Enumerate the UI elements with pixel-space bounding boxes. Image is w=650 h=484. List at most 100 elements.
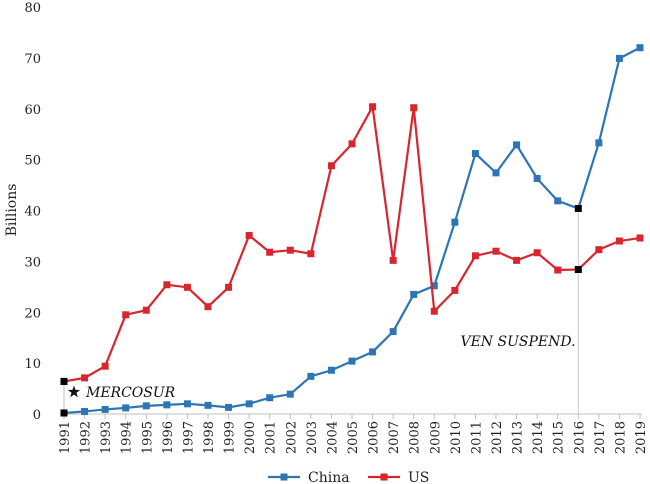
y-tick-label: 10 [24, 357, 41, 372]
data-point [410, 290, 418, 298]
data-point [492, 169, 500, 177]
data-point [225, 403, 233, 411]
data-point [245, 400, 253, 408]
x-tick-label: 2000 [243, 421, 258, 454]
data-point [348, 140, 356, 148]
data-point [307, 372, 315, 380]
data-point [471, 252, 479, 260]
data-point [513, 141, 521, 149]
data-point [266, 394, 274, 402]
y-axis-label: Billions [4, 184, 20, 237]
legend-swatch-marker [280, 473, 288, 481]
data-point [513, 256, 521, 264]
y-axis-ticks: 0 10 20 30 40 50 60 70 80 [24, 1, 41, 423]
data-point [451, 286, 459, 294]
data-point [163, 281, 171, 289]
x-tick-label: 2005 [346, 421, 361, 454]
data-point [471, 150, 479, 158]
data-point [266, 248, 274, 256]
annotation-ven-suspend: VEN SUSPEND. [460, 334, 575, 350]
data-point [348, 357, 356, 365]
x-tick-label: 1999 [223, 421, 238, 454]
y-tick-label: 0 [33, 408, 41, 423]
data-point [369, 103, 377, 111]
data-point [183, 400, 191, 408]
y-tick-label: 50 [24, 154, 41, 169]
data-point [574, 266, 582, 274]
data-point [204, 303, 212, 311]
data-point [533, 249, 541, 257]
x-tick-label: 2013 [511, 421, 526, 454]
data-point [389, 256, 397, 264]
data-point [60, 377, 68, 385]
data-point [307, 250, 315, 258]
legend-item-china: China [268, 470, 350, 484]
data-point [183, 283, 191, 291]
data-point [574, 204, 582, 212]
y-tick-label: 70 [24, 52, 41, 67]
y-tick-label: 20 [24, 306, 41, 321]
y-tick-label: 30 [24, 255, 41, 270]
data-point [389, 328, 397, 336]
x-tick-label: 1997 [181, 421, 196, 454]
x-tick-label: 2011 [469, 421, 484, 454]
x-tick-label: 2014 [531, 421, 546, 454]
data-point [101, 405, 109, 413]
data-point [554, 197, 562, 205]
x-tick-label: 2010 [449, 421, 464, 454]
x-tick-label: 2008 [408, 421, 423, 454]
data-point [636, 234, 644, 242]
y-tick-label: 80 [24, 1, 41, 16]
data-point [492, 247, 500, 255]
data-point [410, 104, 418, 112]
data-point [554, 266, 562, 274]
x-tick-label: 2012 [490, 421, 505, 454]
data-point [615, 237, 623, 245]
data-point [225, 283, 233, 291]
data-point [122, 311, 130, 319]
legend-label: US [408, 470, 429, 484]
annotation-mercosur: MERCOSUR [85, 385, 176, 401]
legend: China US [268, 470, 429, 484]
y-tick-label: 40 [24, 205, 41, 220]
x-tick-label: 1996 [161, 421, 176, 454]
series-us [60, 103, 644, 385]
x-axis-ticks: 1991 1992 1993 1994 1995 1996 1997 1998 1999 2000… [58, 414, 649, 454]
legend-item-us: US [368, 470, 429, 484]
data-point [245, 231, 253, 239]
legend-swatch-marker [380, 473, 388, 481]
data-point [286, 390, 294, 398]
series-china [60, 44, 644, 417]
data-point [369, 348, 377, 356]
x-tick-label: 2007 [387, 421, 402, 454]
x-tick-label: 1991 [58, 421, 73, 454]
x-tick-label: 2001 [264, 421, 279, 454]
data-point [204, 401, 212, 409]
data-point [122, 404, 130, 412]
data-point [327, 162, 335, 170]
data-point [142, 402, 150, 410]
x-tick-label: 2004 [325, 421, 340, 454]
data-point [81, 407, 89, 415]
x-tick-label: 2003 [305, 421, 320, 454]
data-point [636, 44, 644, 52]
x-tick-label: 1994 [120, 421, 135, 454]
x-tick-label: 2016 [572, 421, 587, 454]
data-point [286, 246, 294, 254]
legend-label: China [308, 470, 350, 484]
y-tick-label: 60 [24, 103, 41, 118]
data-point [163, 401, 171, 409]
x-tick-label: 1992 [79, 421, 94, 454]
data-point [60, 409, 68, 417]
x-tick-label: 2009 [428, 421, 443, 454]
data-point [595, 139, 603, 147]
x-tick-label: 2015 [552, 421, 567, 454]
data-point [615, 54, 623, 62]
data-point [595, 246, 603, 254]
x-tick-label: 2002 [284, 421, 299, 454]
data-point [81, 374, 89, 382]
x-tick-label: 2017 [593, 421, 608, 454]
x-tick-label: 2006 [367, 421, 382, 454]
data-point [101, 362, 109, 370]
